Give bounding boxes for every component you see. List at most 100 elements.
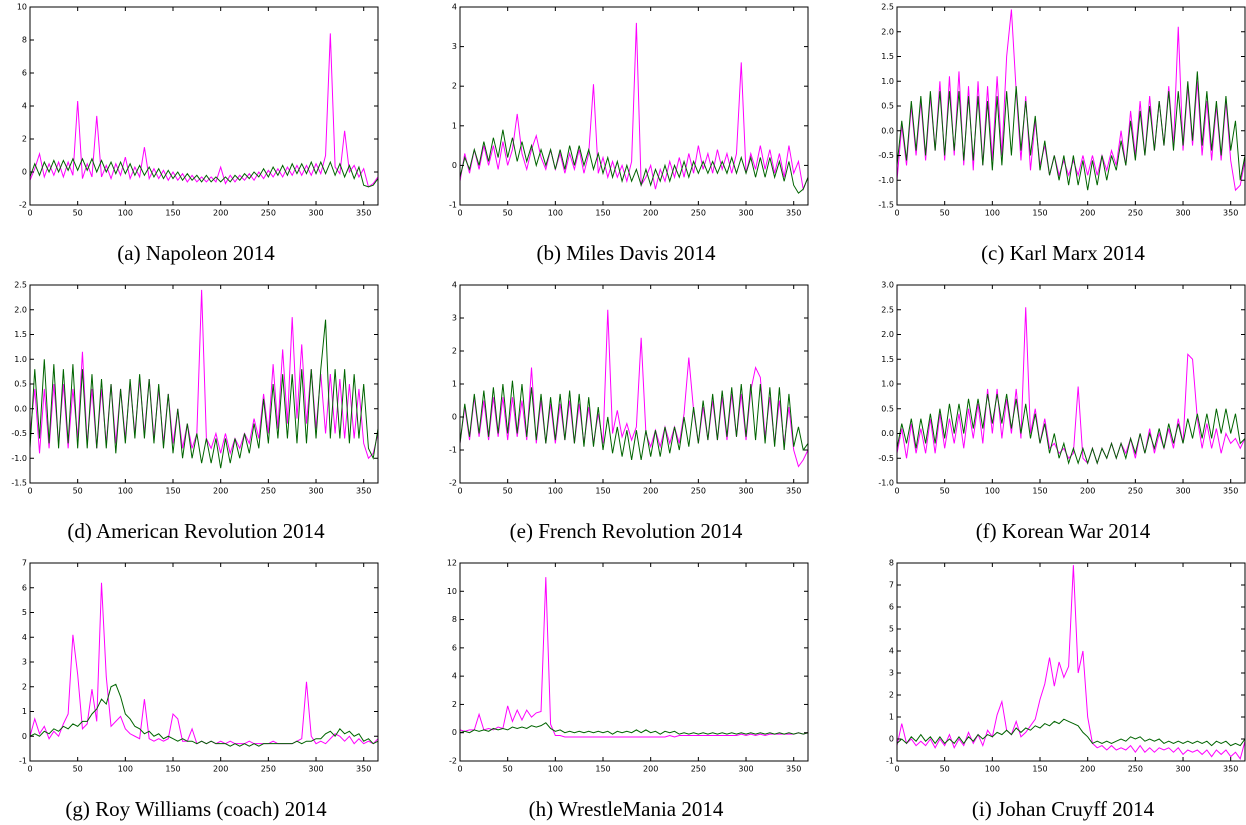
x-tick-label: 150 <box>1032 209 1047 218</box>
y-tick-label: 12 <box>447 559 457 568</box>
x-tick-label: 100 <box>985 209 1000 218</box>
x-tick-label: 100 <box>118 487 133 496</box>
y-tick-label: 0 <box>452 413 457 422</box>
x-tick-label: 0 <box>894 765 899 774</box>
x-tick-label: 200 <box>213 765 228 774</box>
x-tick-label: 100 <box>985 487 1000 496</box>
y-tick-label: -1 <box>449 446 457 455</box>
data-line <box>459 577 809 738</box>
y-tick-label: -1 <box>19 757 27 766</box>
y-tick-label: 0.5 <box>14 380 27 389</box>
y-tick-label: 0 <box>22 168 27 177</box>
y-tick-label: -2 <box>449 757 457 766</box>
y-tick-label: -0.5 <box>11 429 27 438</box>
caption: (h) WrestleMania 2014 <box>529 797 724 821</box>
y-tick-label: -2 <box>19 201 27 210</box>
x-tick-label: 150 <box>1032 487 1047 496</box>
x-tick-label: 200 <box>1080 765 1095 774</box>
caption: (g) Roy Williams (coach) 2014 <box>65 797 327 821</box>
x-tick-label: 50 <box>503 765 513 774</box>
x-tick-label: 150 <box>165 209 180 218</box>
y-tick-label: 2.0 <box>14 305 27 314</box>
x-tick-label: 250 <box>691 209 706 218</box>
x-tick-label: 0 <box>27 209 32 218</box>
caption: (i) Johan Cruyff 2014 <box>972 797 1155 821</box>
plot-frame <box>29 562 379 762</box>
y-tick-label: 3 <box>452 314 457 323</box>
y-tick-label: -1.0 <box>878 176 894 185</box>
y-tick-label: -1.0 <box>11 454 27 463</box>
y-tick-label: 7 <box>889 581 894 590</box>
y-tick-label: 1.5 <box>14 330 27 339</box>
y-tick-label: -2 <box>449 479 457 488</box>
x-tick-label: 300 <box>738 487 753 496</box>
x-tick-label: 50 <box>73 209 83 218</box>
x-tick-label: 150 <box>595 209 610 218</box>
y-tick-label: 4 <box>452 281 457 290</box>
y-tick-label: 1.0 <box>881 77 894 86</box>
y-tick-label: 1.0 <box>14 355 27 364</box>
y-tick-label: 4 <box>889 647 894 656</box>
y-tick-label: 7 <box>22 559 27 568</box>
y-tick-label: 10 <box>447 587 457 596</box>
plot-frame <box>896 562 1246 762</box>
data-line <box>459 380 809 460</box>
data-line <box>459 22 809 191</box>
x-tick-label: 350 <box>786 765 801 774</box>
y-tick-label: 2 <box>452 700 457 709</box>
data-line <box>459 129 809 194</box>
x-tick-label: 100 <box>118 209 133 218</box>
y-tick-label: 8 <box>889 559 894 568</box>
x-tick-label: 350 <box>1223 765 1238 774</box>
data-line <box>896 565 1246 760</box>
y-tick-label: 6 <box>889 603 894 612</box>
x-tick-label: 50 <box>940 487 950 496</box>
y-tick-label: 6 <box>22 583 27 592</box>
x-tick-label: 200 <box>1080 209 1095 218</box>
y-tick-label: 3 <box>452 42 457 51</box>
y-tick-label: 0 <box>452 161 457 170</box>
x-tick-label: 250 <box>261 765 276 774</box>
x-tick-label: 250 <box>1128 209 1143 218</box>
y-tick-label: -1.5 <box>878 201 894 210</box>
y-tick-label: 2 <box>452 347 457 356</box>
plot-frame <box>896 284 1246 484</box>
x-tick-label: 300 <box>738 209 753 218</box>
y-tick-label: 3.0 <box>881 281 894 290</box>
y-tick-label: 1.5 <box>881 52 894 61</box>
plot-frame <box>896 6 1246 206</box>
x-tick-label: 50 <box>503 209 513 218</box>
data-line <box>29 33 379 188</box>
x-tick-label: 300 <box>1175 487 1190 496</box>
x-tick-label: 200 <box>213 209 228 218</box>
data-line <box>29 582 379 745</box>
data-line <box>896 718 1246 747</box>
y-tick-label: 6 <box>22 69 27 78</box>
caption: (f) Korean War 2014 <box>976 519 1151 543</box>
y-tick-label: 4 <box>452 672 457 681</box>
data-line <box>29 319 379 469</box>
x-tick-label: 100 <box>548 487 563 496</box>
x-tick-label: 350 <box>1223 209 1238 218</box>
x-tick-label: 150 <box>165 765 180 774</box>
subplot: 0 50 100 150 200 250 300 350 -2 -1 0 1 2 3 4 (e) French… <box>449 281 809 543</box>
y-tick-label: 2 <box>889 691 894 700</box>
plot-frame <box>459 562 809 762</box>
x-tick-label: 150 <box>1032 765 1047 774</box>
x-tick-label: 150 <box>595 765 610 774</box>
x-tick-label: 350 <box>356 209 371 218</box>
x-tick-label: 350 <box>1223 487 1238 496</box>
y-tick-label: -1 <box>449 201 457 210</box>
x-tick-label: 0 <box>27 487 32 496</box>
data-line <box>459 722 809 735</box>
x-tick-label: 250 <box>261 487 276 496</box>
x-tick-label: 50 <box>73 765 83 774</box>
x-tick-label: 350 <box>356 487 371 496</box>
x-tick-label: 200 <box>643 209 658 218</box>
y-tick-label: 2.5 <box>881 305 894 314</box>
